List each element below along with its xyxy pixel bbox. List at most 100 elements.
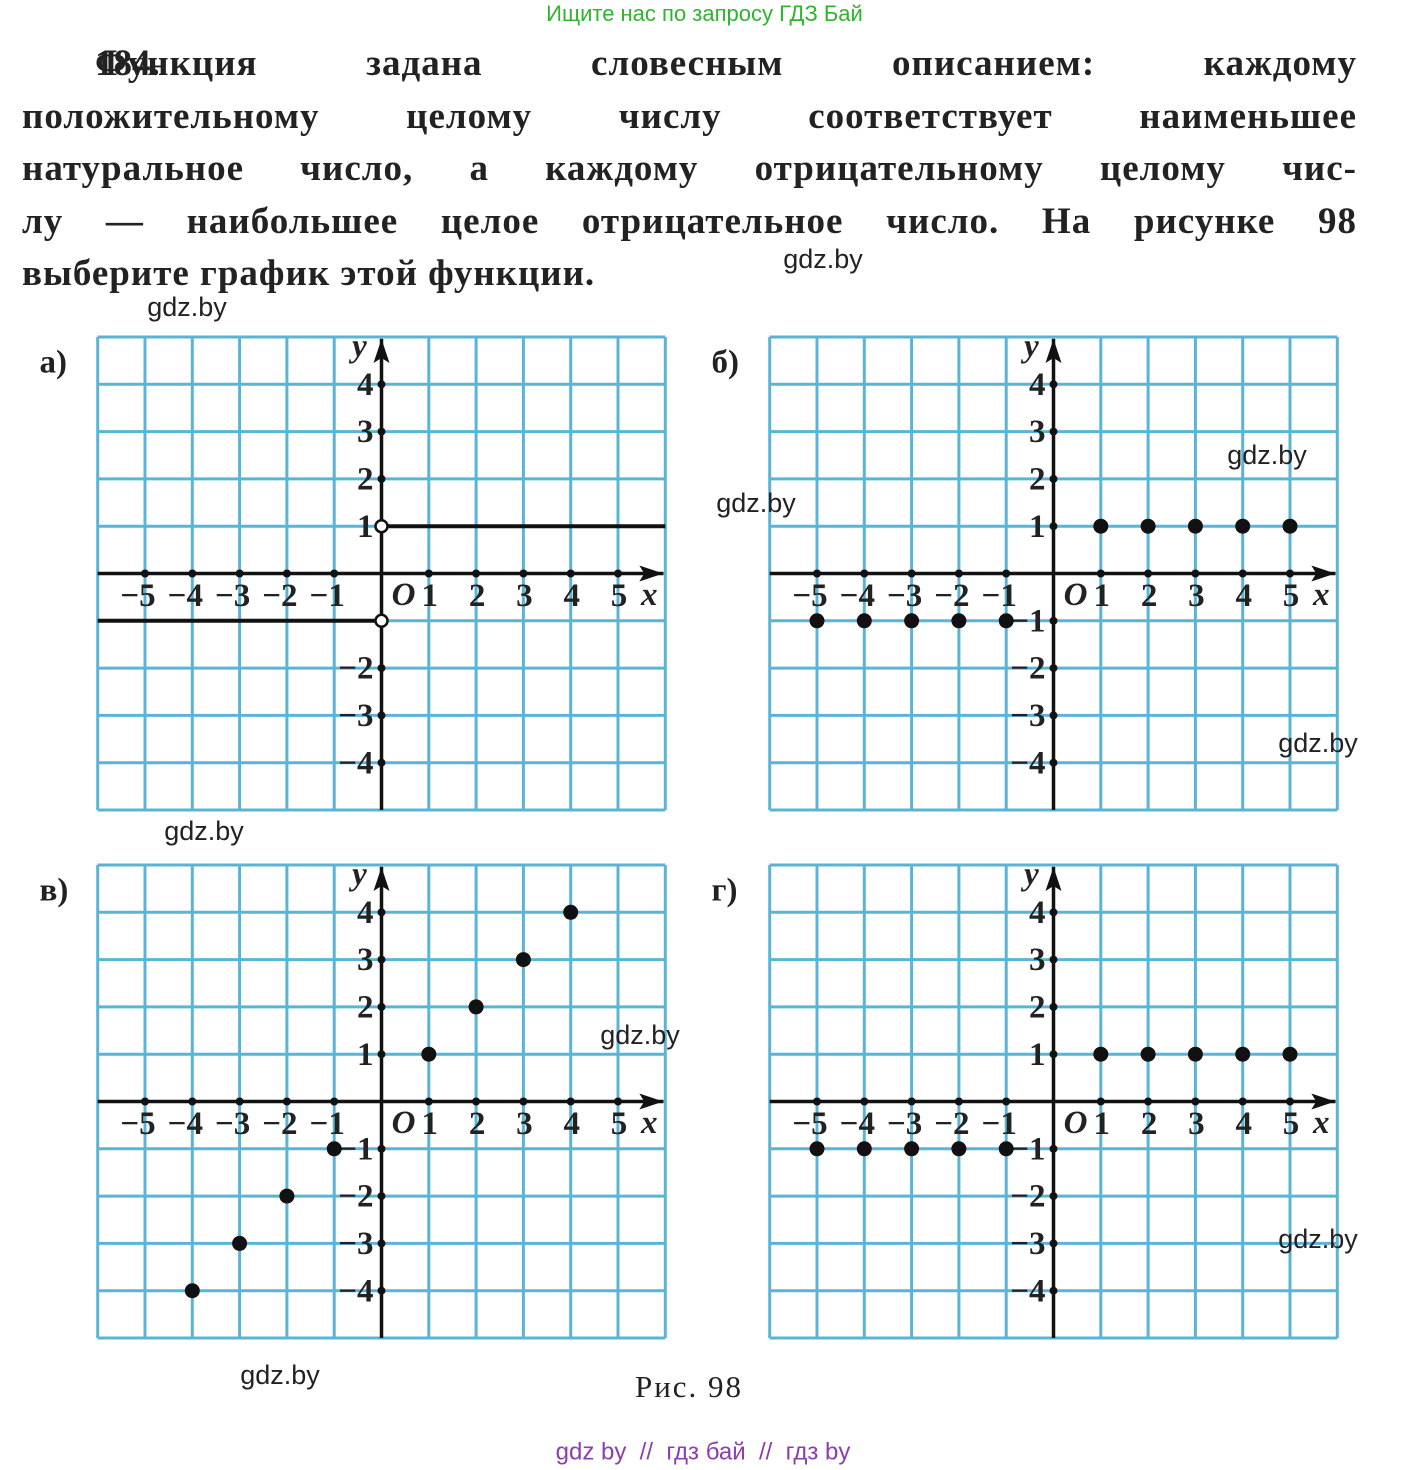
point: [856, 613, 872, 629]
x-tick: [954, 1097, 963, 1106]
point: [1140, 518, 1156, 534]
y-arrow: [1045, 339, 1062, 363]
x-tick-label: 3: [1188, 578, 1205, 614]
x-tick: [424, 569, 433, 578]
panel-label: в): [40, 873, 69, 909]
y-tick-label: 2: [357, 461, 374, 497]
open-point: [374, 518, 389, 534]
x-tick-label: 1: [422, 578, 439, 614]
problem-text: Функция задана словесным описанием: кажд…: [22, 38, 1357, 301]
x-tick: [330, 569, 339, 578]
y-tick-label: 1: [357, 1037, 374, 1073]
x-tick: [907, 1097, 916, 1106]
y-tick-label: 4: [357, 895, 374, 931]
x-tick-label: 5: [1283, 1106, 1300, 1142]
y-tick-label: −3: [338, 1226, 373, 1262]
text-line: выберите график этой функции.: [22, 253, 596, 294]
x-tick-label: −4: [168, 578, 203, 614]
point: [326, 1141, 342, 1157]
y-tick-label: −4: [338, 1273, 373, 1309]
y-tick: [377, 1286, 386, 1295]
y-tick: [377, 664, 386, 673]
point: [1093, 518, 1109, 534]
y-tick: [1049, 1192, 1058, 1201]
point: [904, 1141, 920, 1157]
y-arrow: [373, 867, 390, 891]
watermark: gdz.by: [783, 244, 863, 274]
y-tick-label: 3: [1029, 414, 1046, 450]
y-tick-label: −1: [338, 1131, 373, 1167]
x-tick-label: 1: [422, 1106, 439, 1142]
watermark: gdz.by: [716, 488, 796, 518]
x-tick: [330, 1097, 339, 1106]
x-tick-label: 5: [611, 1106, 628, 1142]
x-tick-label: 2: [1141, 578, 1158, 614]
y-tick: [1049, 758, 1058, 767]
x-tick-label: −4: [168, 1106, 203, 1142]
point: [856, 1141, 872, 1157]
x-tick-label: −3: [215, 1106, 250, 1142]
x-tick-label: 4: [1235, 1106, 1252, 1142]
x-tick: [472, 569, 481, 578]
x-tick: [954, 569, 963, 578]
x-tick: [141, 569, 149, 578]
banner[interactable]: Ищите нас по запросу ГДЗ Бай: [546, 1, 863, 26]
y-tick: [1049, 522, 1058, 531]
y-tick: [377, 1239, 386, 1248]
x-tick-label: 2: [1141, 1106, 1158, 1142]
point: [468, 999, 484, 1015]
y-tick: [377, 1192, 386, 1201]
y-tick: [377, 427, 386, 436]
point: [515, 952, 531, 968]
y-tick-label: 1: [1029, 509, 1046, 545]
y-tick-label: 1: [357, 509, 374, 545]
y-axis-label: y: [1020, 329, 1039, 365]
x-tick-label: −1: [982, 1106, 1017, 1142]
point: [184, 1283, 200, 1299]
watermark: gdz.by: [1278, 728, 1358, 758]
watermark: gdz.by: [147, 292, 227, 322]
y-tick-label: 1: [1029, 1037, 1046, 1073]
x-tick: [472, 1097, 481, 1106]
point: [1093, 1046, 1109, 1062]
y-axis-label: y: [348, 329, 367, 365]
x-tick-label: −1: [982, 578, 1017, 614]
x-tick: [188, 569, 197, 578]
x-tick-label: −5: [120, 1106, 155, 1142]
x-tick-label: 4: [1235, 578, 1252, 614]
x-tick: [1096, 569, 1105, 578]
point: [1187, 518, 1203, 534]
y-axis-label: y: [1020, 857, 1039, 893]
text-line: Функция задана словесным описанием: кажд…: [95, 43, 1357, 84]
footer[interactable]: gdz by // гдз бай // гдз by: [556, 1438, 851, 1465]
x-tick-label: 1: [1094, 1106, 1111, 1142]
x-tick: [1191, 569, 1200, 578]
y-tick-label: −4: [1010, 745, 1045, 781]
watermark: gdz.by: [1278, 1224, 1358, 1254]
point: [951, 613, 967, 629]
y-tick: [1049, 711, 1058, 720]
x-tick-label: 4: [563, 1106, 580, 1142]
x-tick: [860, 569, 869, 578]
watermark: gdz.by: [1227, 440, 1307, 470]
caption: Рис. 98: [635, 1369, 743, 1404]
y-tick: [377, 711, 386, 720]
x-tick-label: 3: [1188, 1106, 1205, 1142]
text-line: положительному целому числу соответствуе…: [22, 95, 1357, 137]
y-tick-label: −2: [1010, 1179, 1045, 1215]
y-tick-label: −1: [1010, 603, 1045, 639]
x-tick: [424, 1097, 433, 1106]
x-arrow: [639, 565, 664, 582]
y-tick-label: 3: [357, 942, 374, 978]
x-tick: [235, 1097, 244, 1106]
y-arrow: [373, 339, 390, 363]
y-tick: [377, 474, 386, 483]
y-tick: [1049, 1050, 1058, 1059]
panel-label: б): [712, 345, 740, 381]
x-tick-label: 1: [1094, 578, 1111, 614]
x-tick-label: 2: [469, 1106, 486, 1142]
y-tick: [377, 955, 386, 964]
y-tick: [1049, 908, 1058, 917]
